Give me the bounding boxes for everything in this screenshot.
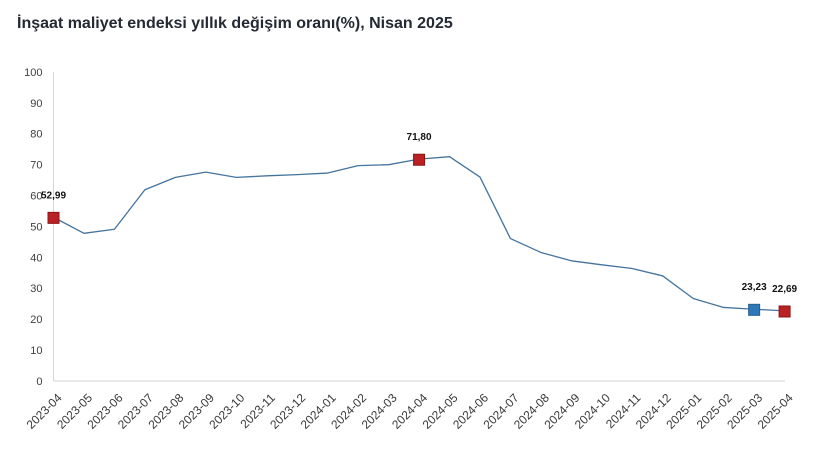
svg-text:22,69: 22,69 [772, 284, 797, 295]
svg-text:30: 30 [30, 283, 42, 295]
svg-text:20: 20 [30, 314, 42, 326]
svg-text:60: 60 [30, 191, 42, 203]
svg-text:90: 90 [30, 98, 42, 110]
svg-text:70: 70 [30, 160, 42, 172]
svg-text:40: 40 [30, 252, 42, 264]
svg-text:23,23: 23,23 [742, 282, 767, 293]
svg-text:100: 100 [24, 67, 42, 79]
svg-text:İnşaat maliyet endeksi yıllık: İnşaat maliyet endeksi yıllık değişim or… [17, 14, 453, 32]
svg-text:52,99: 52,99 [41, 190, 66, 201]
svg-text:0: 0 [36, 376, 42, 388]
svg-text:50: 50 [30, 221, 42, 233]
svg-text:10: 10 [30, 345, 42, 357]
svg-text:80: 80 [30, 129, 42, 141]
svg-text:71,80: 71,80 [407, 132, 432, 143]
